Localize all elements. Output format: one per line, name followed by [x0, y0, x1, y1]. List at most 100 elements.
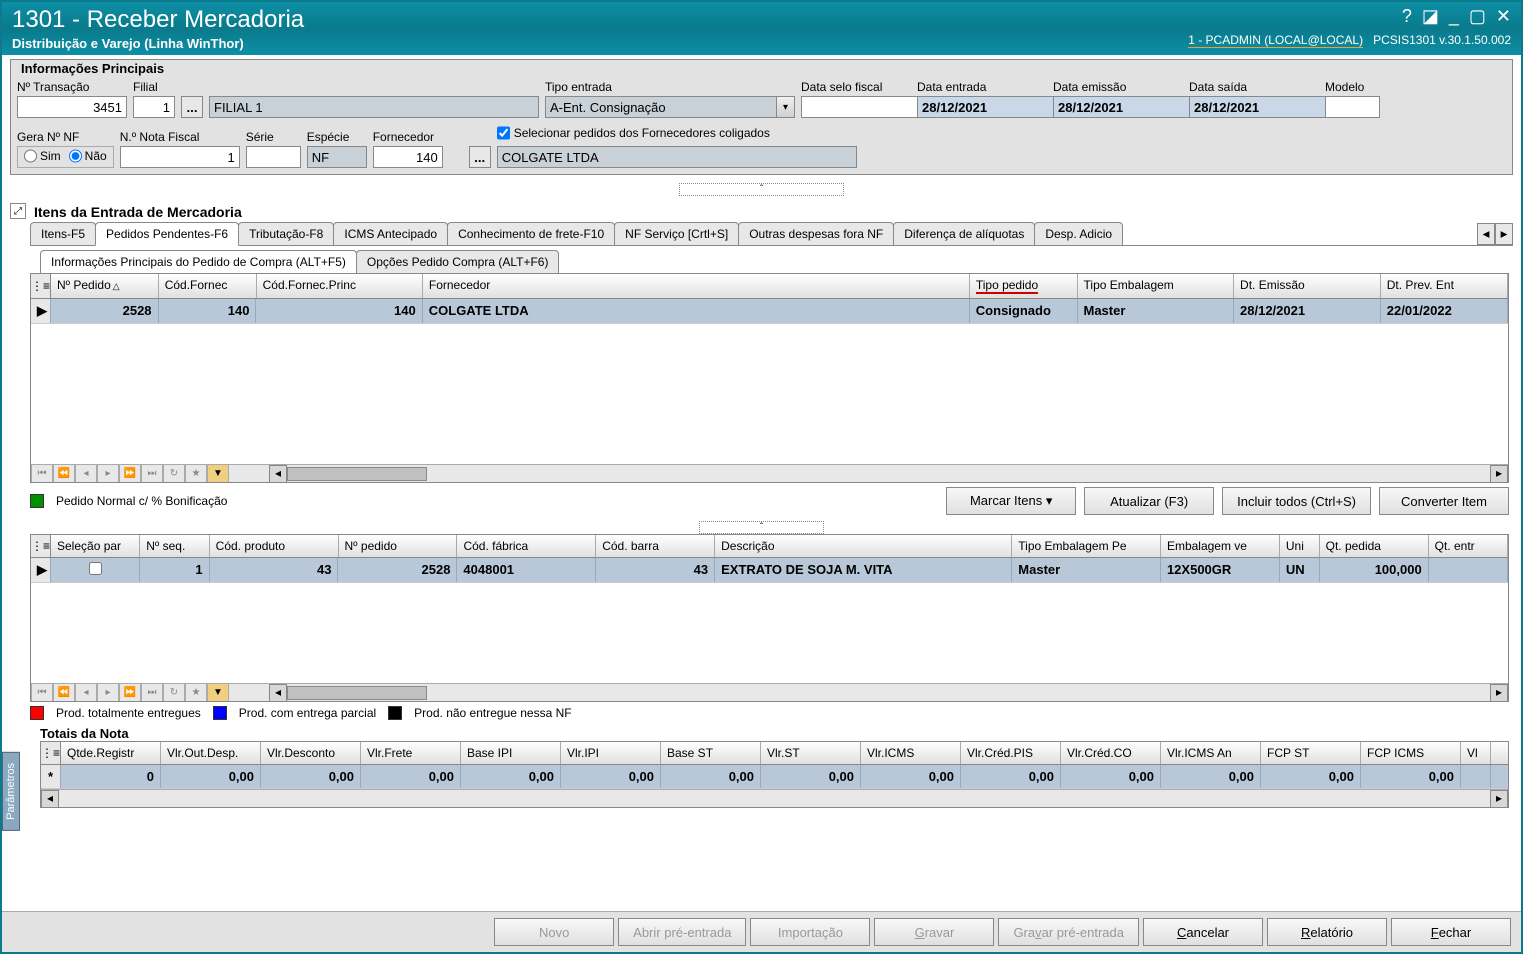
importacao-button[interactable]: Importação	[750, 918, 870, 946]
nav-prev-page[interactable]: ⏪	[53, 464, 75, 484]
subtab-1[interactable]: Opções Pedido Compra (ALT+F6)	[356, 250, 560, 273]
nav2-next[interactable]: ▸	[97, 683, 119, 703]
col-header[interactable]: Vlr.IPI	[561, 742, 661, 764]
col-header[interactable]: Tipo Embalagem	[1078, 274, 1235, 298]
hscroll-left[interactable]: ◂	[269, 465, 287, 483]
fornecedor-cod-input[interactable]	[373, 146, 443, 168]
nav2-bookmark[interactable]: ★	[185, 683, 207, 703]
abrir-pre-button[interactable]: Abrir pré-entrada	[618, 918, 746, 946]
detach-panel-icon[interactable]: ⤢	[10, 203, 26, 219]
col-header[interactable]: Qt. entr	[1429, 535, 1508, 557]
nav2-filter[interactable]: ▼	[207, 683, 229, 703]
atualizar-button[interactable]: Atualizar (F3)	[1084, 487, 1214, 515]
nav-filter[interactable]: ▼	[207, 464, 229, 484]
hscroll-thumb[interactable]	[287, 467, 427, 481]
tipo-entrada-dropdown-icon[interactable]	[777, 96, 795, 118]
col-header[interactable]: Vlr.Frete	[361, 742, 461, 764]
hscroll2-thumb[interactable]	[287, 686, 427, 700]
collapse-handle-mid[interactable]: ˆ	[699, 521, 824, 534]
gravar-button[interactable]: Gravar	[874, 918, 994, 946]
nav-next[interactable]: ▸	[97, 464, 119, 484]
col-header[interactable]: Vlr.Créd.CO	[1061, 742, 1161, 764]
collapse-handle-top[interactable]: ˆ	[679, 183, 844, 196]
filial-cod-input[interactable]	[133, 96, 175, 118]
help-icon[interactable]: ?	[1402, 6, 1412, 27]
col-header[interactable]: Vlr.ST	[761, 742, 861, 764]
tab-scroll-right[interactable]: ▸	[1495, 223, 1513, 245]
column-chooser-icon[interactable]: ⋮≡	[31, 535, 51, 557]
tab-3[interactable]: ICMS Antecipado	[333, 222, 448, 245]
tab-0[interactable]: Itens-F5	[30, 222, 96, 245]
col-header[interactable]: Qt. pedida	[1320, 535, 1429, 557]
converter-item-button[interactable]: Converter Item	[1379, 487, 1509, 515]
tab-4[interactable]: Conhecimento de frete-F10	[447, 222, 615, 245]
col-header[interactable]: Tipo pedido	[970, 274, 1078, 298]
col-header[interactable]: Vlr.Out.Desp.	[161, 742, 261, 764]
nav-refresh[interactable]: ↻	[163, 464, 185, 484]
col-header[interactable]: Vlr.ICMS	[861, 742, 961, 764]
fechar-button[interactable]: Fechar	[1391, 918, 1511, 946]
nav-last[interactable]: ⏭	[141, 464, 163, 484]
nav-first[interactable]: ⏮	[31, 464, 53, 484]
hscrollt-right[interactable]: ▸	[1490, 790, 1508, 808]
col-header[interactable]: Dt. Prev. Ent	[1381, 274, 1508, 298]
col-header[interactable]: Qtde.Registr	[61, 742, 161, 764]
col-header[interactable]: Nº seq.	[140, 535, 209, 557]
col-header[interactable]: Vl	[1461, 742, 1491, 764]
col-header[interactable]: Seleção par	[51, 535, 140, 557]
incluir-todos-button[interactable]: Incluir todos (Ctrl+S)	[1222, 487, 1371, 515]
tab-1[interactable]: Pedidos Pendentes-F6	[95, 222, 239, 246]
edit-icon[interactable]: ◪	[1422, 6, 1439, 27]
col-header[interactable]: FCP ST	[1261, 742, 1361, 764]
coligados-checkbox[interactable]	[497, 122, 510, 144]
col-header[interactable]: Base IPI	[461, 742, 561, 764]
row-checkbox[interactable]	[89, 562, 102, 575]
col-header[interactable]: Cód.Fornec	[159, 274, 257, 298]
col-header[interactable]: Descrição	[715, 535, 1012, 557]
nav2-prev[interactable]: ◂	[75, 683, 97, 703]
tab-2[interactable]: Tributação-F8	[238, 222, 334, 245]
parametros-side-tab[interactable]: Parâmetros	[2, 752, 20, 831]
radio-nao[interactable]: Não	[69, 145, 107, 167]
col-header[interactable]: Base ST	[661, 742, 761, 764]
nav2-first[interactable]: ⏮	[31, 683, 53, 703]
col-header[interactable]: Vlr.ICMS An	[1161, 742, 1261, 764]
hscroll2-right[interactable]: ▸	[1490, 684, 1508, 702]
serie-input[interactable]	[246, 146, 301, 168]
tab-5[interactable]: NF Serviço [Crtl+S]	[614, 222, 739, 245]
modelo-input[interactable]	[1325, 96, 1380, 118]
col-header[interactable]: Dt. Emissão	[1234, 274, 1381, 298]
col-header[interactable]: Cód. produto	[210, 535, 339, 557]
col-header[interactable]: Tipo Embalagem Pe	[1012, 535, 1161, 557]
tipo-entrada-select[interactable]	[545, 96, 777, 118]
close-icon[interactable]: ✕	[1496, 6, 1511, 27]
maximize-icon[interactable]: ▢	[1469, 6, 1486, 27]
column-chooser-icon[interactable]: ⋮≡	[31, 274, 51, 298]
hscrollt-left[interactable]: ◂	[41, 790, 59, 808]
tab-6[interactable]: Outras despesas fora NF	[738, 222, 894, 245]
col-header[interactable]: Vlr.Desconto	[261, 742, 361, 764]
fornecedor-lookup-button[interactable]: ...	[469, 146, 491, 168]
novo-button[interactable]: Novo	[494, 918, 614, 946]
marcar-itens-button[interactable]: Marcar Itens	[946, 487, 1076, 515]
tab-8[interactable]: Desp. Adicio	[1034, 222, 1123, 245]
column-chooser-icon[interactable]: ⋮≡	[41, 742, 61, 764]
hscroll2-left[interactable]: ◂	[269, 684, 287, 702]
nav-next-page[interactable]: ⏩	[119, 464, 141, 484]
col-header[interactable]: Embalagem ve	[1161, 535, 1280, 557]
transacao-input[interactable]	[17, 96, 127, 118]
col-header[interactable]: Uni	[1280, 535, 1320, 557]
nota-fiscal-input[interactable]	[120, 146, 240, 168]
nav2-prev-page[interactable]: ⏪	[53, 683, 75, 703]
minimize-icon[interactable]: _	[1449, 6, 1459, 27]
col-header[interactable]: Cód.Fornec.Princ	[257, 274, 423, 298]
nav-prev[interactable]: ◂	[75, 464, 97, 484]
nav-bookmark[interactable]: ★	[185, 464, 207, 484]
filial-lookup-button[interactable]: ...	[181, 96, 203, 118]
nav2-last[interactable]: ⏭	[141, 683, 163, 703]
cancelar-button[interactable]: Cancelar	[1143, 918, 1263, 946]
tab-scroll-left[interactable]: ◂	[1477, 223, 1495, 245]
nav2-next-page[interactable]: ⏩	[119, 683, 141, 703]
col-header[interactable]: FCP ICMS	[1361, 742, 1461, 764]
col-header[interactable]: Cód. fábrica	[457, 535, 596, 557]
